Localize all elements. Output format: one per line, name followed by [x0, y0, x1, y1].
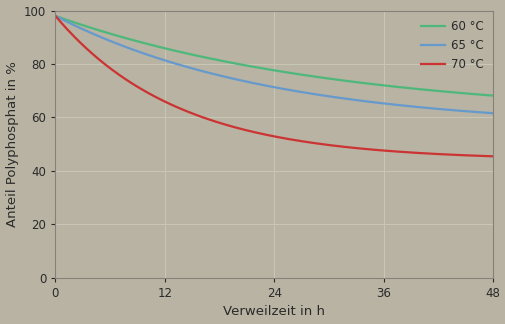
70 °C: [489, 154, 495, 158]
70 °C: [352, 146, 358, 150]
65 °C: [400, 104, 407, 108]
Line: 60 °C: 60 °C: [55, 16, 492, 96]
60 °C: [244, 64, 250, 68]
65 °C: [229, 76, 235, 80]
Legend: 60 °C, 65 °C, 70 °C: 60 °C, 65 °C, 70 °C: [417, 17, 486, 74]
65 °C: [52, 14, 58, 18]
60 °C: [97, 29, 103, 33]
70 °C: [97, 58, 103, 62]
60 °C: [52, 14, 58, 18]
65 °C: [244, 80, 250, 84]
60 °C: [352, 80, 358, 84]
65 °C: [352, 98, 358, 102]
70 °C: [229, 125, 235, 129]
65 °C: [393, 103, 399, 107]
Line: 65 °C: 65 °C: [55, 16, 492, 113]
65 °C: [97, 35, 103, 39]
70 °C: [52, 14, 58, 18]
60 °C: [400, 86, 407, 90]
60 °C: [489, 94, 495, 98]
Line: 70 °C: 70 °C: [55, 16, 492, 156]
Y-axis label: Anteil Polyphosphat in %: Anteil Polyphosphat in %: [6, 61, 19, 227]
60 °C: [229, 61, 235, 65]
70 °C: [393, 150, 399, 154]
X-axis label: Verweilzeit in h: Verweilzeit in h: [223, 306, 325, 318]
70 °C: [244, 129, 250, 133]
70 °C: [400, 150, 407, 154]
60 °C: [393, 85, 399, 89]
65 °C: [489, 111, 495, 115]
